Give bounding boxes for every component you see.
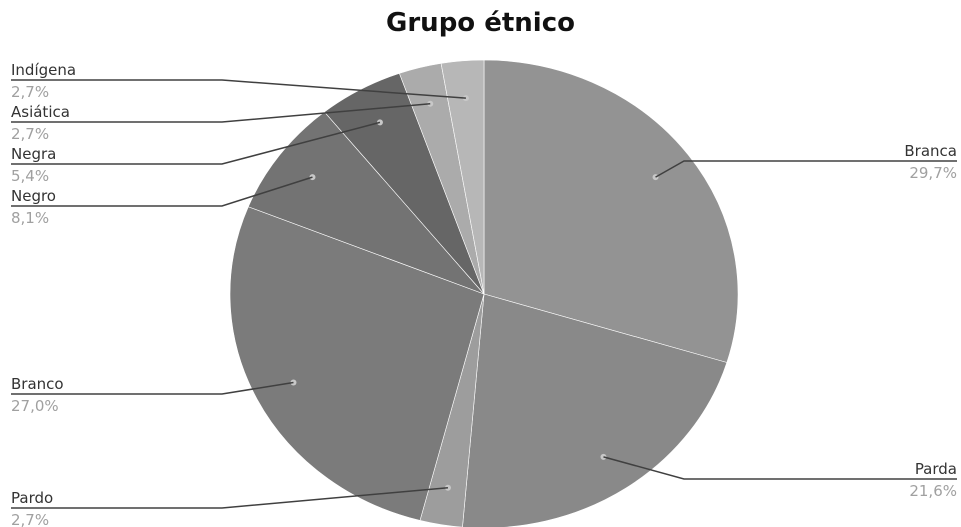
slice-label-branco: Branco — [11, 375, 64, 393]
slice-label-negro: Negro — [11, 187, 56, 205]
slice-label-parda: Parda — [915, 460, 957, 478]
pie-slice-negro — [247, 111, 485, 295]
pie-slice-branco — [229, 206, 485, 521]
slice-percent-negra: 5,4% — [11, 167, 49, 185]
slice-percent-branca: 29,7% — [909, 164, 957, 182]
leader-line-branca — [655, 160, 957, 178]
slice-percent-pardo: 2,7% — [11, 511, 49, 527]
slice-percent-branco: 27,0% — [11, 397, 59, 415]
leader-line-negra — [11, 121, 381, 165]
leader-line-negro — [11, 176, 313, 207]
leader-line-indigena — [11, 79, 466, 99]
leader-line-branco — [11, 381, 294, 395]
slice-percent-asiatica: 2,7% — [11, 125, 49, 143]
slice-label-asiatica: Asiática — [11, 103, 70, 121]
leader-line-pardo — [11, 486, 449, 509]
slice-percent-negro: 8,1% — [11, 209, 49, 227]
slice-percent-indigena: 2,7% — [11, 83, 49, 101]
slice-percent-parda: 21,6% — [909, 482, 957, 500]
leader-line-parda — [603, 456, 957, 480]
slice-label-pardo: Pardo — [11, 489, 53, 507]
pie-slice-indigena — [440, 59, 485, 295]
slice-label-negra: Negra — [11, 145, 56, 163]
chart-title: Grupo étnico — [386, 8, 575, 38]
pie-slice-branca — [483, 59, 739, 363]
slice-label-indigena: Indígena — [11, 61, 76, 79]
leader-line-asiatica — [11, 103, 431, 123]
slice-label-branca: Branca — [904, 142, 957, 160]
pie-slice-parda — [462, 293, 728, 527]
